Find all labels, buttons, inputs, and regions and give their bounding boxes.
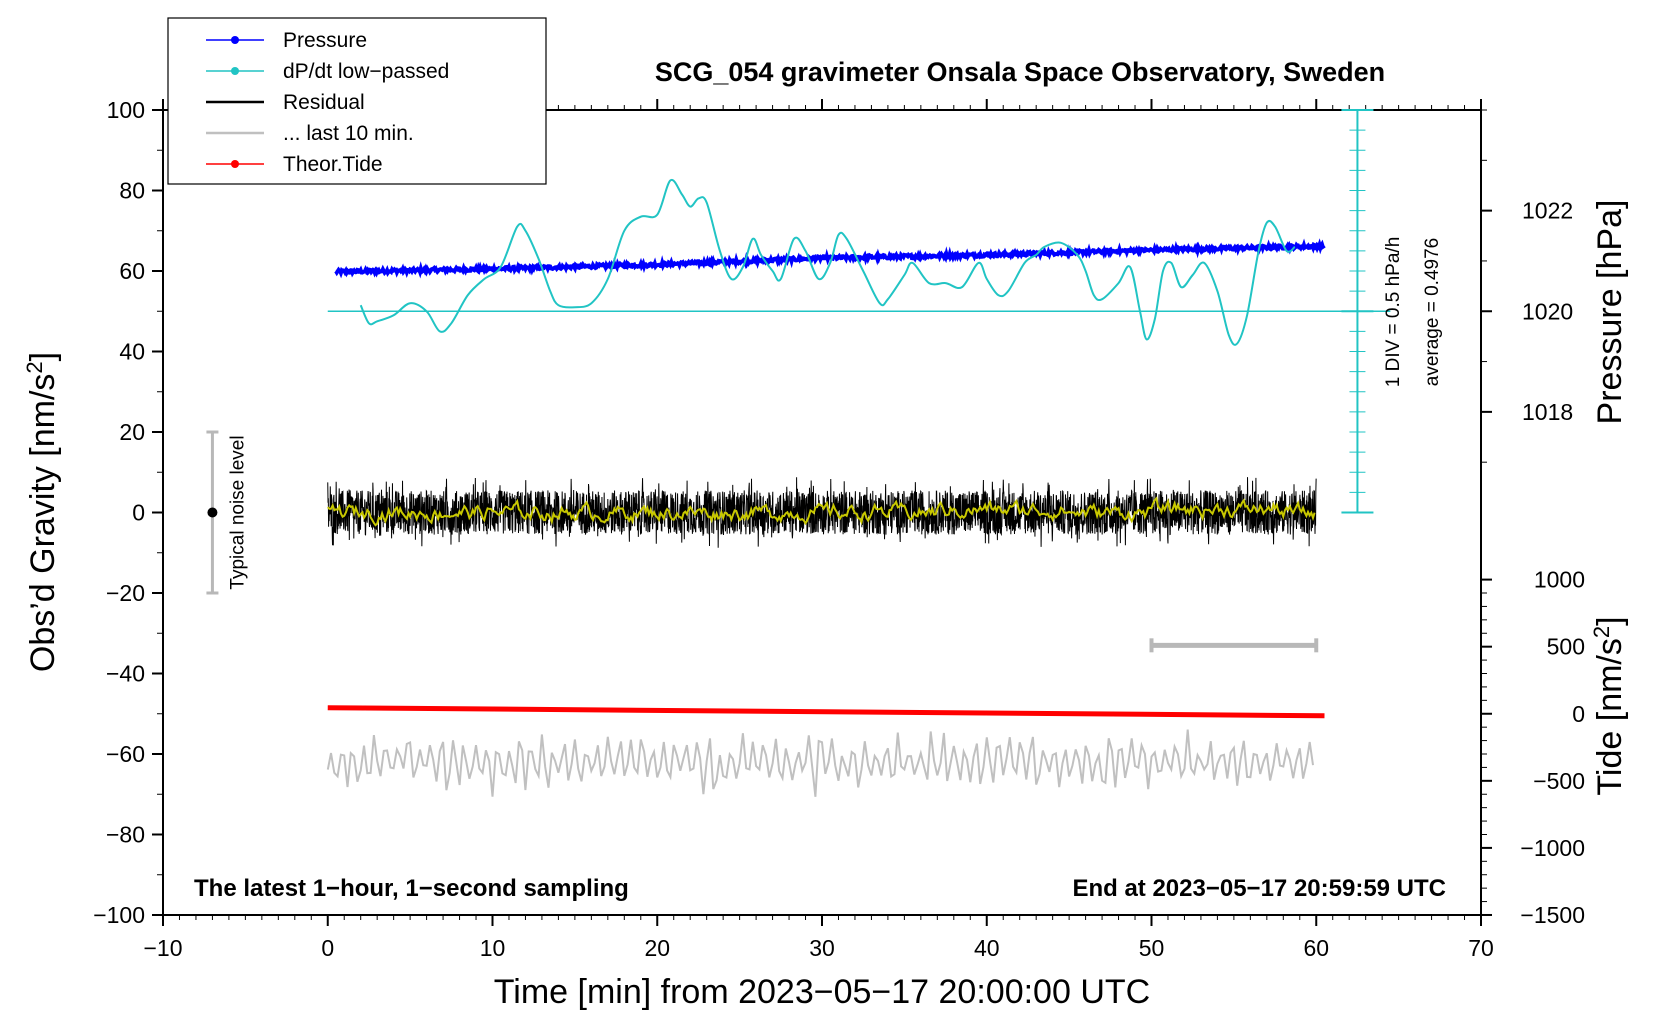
x-tick-label: 50 — [1139, 935, 1165, 961]
y-tick-label: −20 — [106, 580, 145, 606]
last-10-min-range-bar — [1149, 638, 1319, 653]
legend-label: Residual — [283, 91, 365, 114]
series-pressure — [334, 238, 1326, 279]
y-tick-label: 60 — [119, 258, 145, 284]
series-dpdt-low-passed — [359, 178, 1296, 346]
annotation-latest-hour: The latest 1−hour, 1−second sampling — [194, 875, 629, 902]
tide-tick-label: −1000 — [1520, 835, 1585, 861]
typical-noise-bar: Typical noise level — [206, 430, 248, 595]
dpdt-scale-div-text: 1 DIV = 0.5 hPa/h — [1383, 237, 1404, 388]
y-tick-label: 0 — [132, 500, 145, 526]
series-residual — [327, 477, 1317, 548]
y-tick-label: 80 — [119, 178, 145, 204]
x-tick-label: 0 — [321, 935, 334, 961]
legend-label: Pressure — [283, 29, 367, 52]
right-axis-ticks: 1022 1020 1018 1000 500 0 −500 −1000 −1500 — [1481, 109, 1585, 928]
tide-tick-label: 1000 — [1534, 567, 1585, 593]
x-tick-label: 20 — [644, 935, 670, 961]
legend-label: Theor.Tide — [283, 153, 383, 176]
series-residual-smoothed — [327, 496, 1316, 527]
tide-tick-label: −1500 — [1520, 902, 1585, 928]
legend-swatch-marker — [231, 67, 239, 75]
y-tick-label: 100 — [107, 97, 145, 123]
tide-tick-label: 500 — [1547, 634, 1585, 660]
x-axis-ticks: −10 0 10 20 30 40 50 60 70 — [143, 99, 1494, 961]
noise-bar-label: Typical noise level — [227, 435, 248, 589]
x-tick-label: −10 — [143, 935, 182, 961]
x-tick-label: 70 — [1468, 935, 1494, 961]
x-tick-label: 30 — [809, 935, 835, 961]
y-axis-title-left: Obs’d Gravity [nm/s2] — [22, 352, 62, 672]
legend-swatch-marker — [231, 36, 239, 44]
y-tick-label: −40 — [106, 661, 145, 687]
chart-title: SCG_054 gravimeter Onsala Space Observat… — [655, 57, 1385, 87]
tide-tick-label: −500 — [1533, 768, 1585, 794]
y-tick-label: −80 — [106, 822, 145, 848]
y-axis-title-tide: Tide [nm/s2] — [1589, 616, 1629, 795]
series-theor-tide — [327, 705, 1325, 719]
pressure-tick-label: 1018 — [1522, 399, 1573, 425]
legend-label: ... last 10 min. — [283, 122, 414, 145]
series-layer — [326, 178, 1391, 797]
legend-swatch-marker — [231, 160, 239, 168]
x-tick-label: 10 — [480, 935, 506, 961]
annotation-end-time: End at 2023−05−17 20:59:59 UTC — [1072, 875, 1446, 902]
y-axis-ticks: 100 80 60 40 20 0 −20 −40 −60 −80 −100 — [93, 97, 163, 928]
y-tick-label: 20 — [119, 419, 145, 445]
series-last-10-min — [326, 729, 1314, 797]
y-axis-title-pressure: Pressure [hPa] — [1591, 200, 1629, 425]
y-tick-label: 40 — [119, 339, 145, 365]
x-tick-label: 60 — [1303, 935, 1329, 961]
x-tick-label: 40 — [974, 935, 1000, 961]
noise-bar-center-dot — [207, 507, 218, 518]
legend-label: dP/dt low−passed — [283, 60, 449, 83]
x-axis-title: Time [min] from 2023−05−17 20:00:00 UTC — [494, 973, 1150, 1011]
tide-tick-label: 0 — [1572, 701, 1585, 727]
pressure-tick-label: 1020 — [1522, 298, 1573, 324]
legend: Pressure dP/dt low−passed Residual ... last… — [167, 17, 547, 185]
y-tick-label: −100 — [93, 902, 145, 928]
y-tick-label: −60 — [106, 741, 145, 767]
pressure-tick-label: 1022 — [1522, 198, 1573, 224]
dpdt-scale-average-text: average = 0.4976 — [1422, 238, 1443, 386]
